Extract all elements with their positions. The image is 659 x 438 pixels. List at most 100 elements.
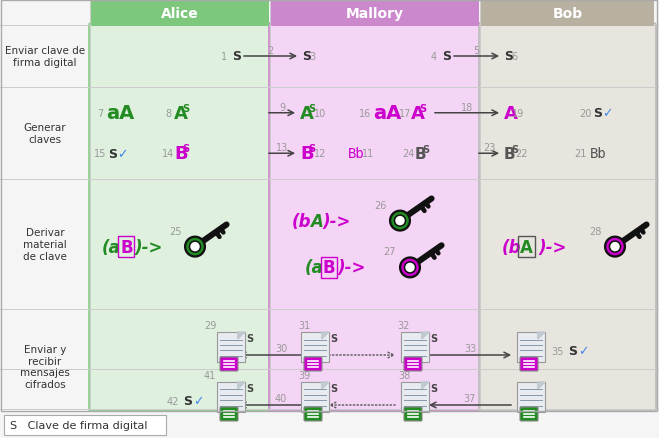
Polygon shape bbox=[538, 332, 545, 339]
Text: 6: 6 bbox=[511, 52, 517, 62]
Text: 27: 27 bbox=[384, 247, 396, 257]
Text: )->: )-> bbox=[337, 259, 365, 277]
Text: (a: (a bbox=[102, 238, 121, 256]
Text: ✓: ✓ bbox=[193, 395, 204, 408]
Circle shape bbox=[190, 241, 200, 253]
Text: Bb: Bb bbox=[590, 147, 607, 161]
Text: Generar
claves: Generar claves bbox=[24, 123, 67, 145]
Text: A: A bbox=[411, 105, 425, 123]
Text: S: S bbox=[232, 50, 241, 64]
Text: 32: 32 bbox=[398, 320, 410, 330]
Text: 3: 3 bbox=[309, 52, 315, 62]
FancyBboxPatch shape bbox=[220, 407, 238, 421]
Text: 30: 30 bbox=[275, 343, 287, 353]
Polygon shape bbox=[238, 382, 244, 389]
Text: 13: 13 bbox=[276, 143, 288, 153]
Text: 41: 41 bbox=[204, 370, 216, 380]
FancyBboxPatch shape bbox=[520, 357, 538, 371]
Text: Bob: Bob bbox=[552, 7, 583, 21]
FancyBboxPatch shape bbox=[91, 1, 269, 27]
Polygon shape bbox=[538, 382, 545, 389]
Text: )->: )-> bbox=[538, 238, 566, 256]
Text: Bb: Bb bbox=[348, 147, 364, 161]
Text: 7: 7 bbox=[97, 109, 103, 119]
Text: 18: 18 bbox=[461, 102, 473, 113]
Text: 4: 4 bbox=[431, 52, 437, 62]
Text: A: A bbox=[520, 238, 533, 256]
Text: 12: 12 bbox=[314, 149, 326, 159]
Text: 42: 42 bbox=[167, 396, 179, 406]
Text: 11: 11 bbox=[362, 149, 374, 159]
Text: )->: )-> bbox=[322, 212, 351, 230]
Text: 24: 24 bbox=[402, 149, 415, 159]
Circle shape bbox=[605, 237, 625, 257]
Text: 25: 25 bbox=[169, 226, 181, 236]
FancyBboxPatch shape bbox=[4, 415, 166, 435]
Text: S: S bbox=[504, 50, 513, 64]
Text: 17: 17 bbox=[399, 109, 411, 119]
Text: S: S bbox=[568, 345, 577, 358]
Text: 23: 23 bbox=[483, 143, 495, 153]
Circle shape bbox=[390, 211, 410, 231]
Text: 39: 39 bbox=[298, 370, 310, 380]
Text: B: B bbox=[174, 145, 188, 163]
Text: Enviar clave de
firma digital: Enviar clave de firma digital bbox=[5, 46, 85, 67]
Text: S: S bbox=[430, 333, 437, 343]
Polygon shape bbox=[322, 332, 329, 339]
Text: A: A bbox=[174, 105, 188, 123]
Text: 28: 28 bbox=[588, 226, 601, 236]
FancyBboxPatch shape bbox=[271, 1, 479, 27]
Text: aA: aA bbox=[106, 104, 134, 123]
FancyBboxPatch shape bbox=[217, 332, 244, 362]
Text: 9: 9 bbox=[279, 102, 285, 113]
Text: A: A bbox=[300, 105, 314, 123]
Circle shape bbox=[395, 215, 405, 226]
Text: B: B bbox=[323, 259, 335, 277]
Text: S: S bbox=[330, 333, 337, 343]
FancyBboxPatch shape bbox=[301, 332, 329, 362]
Text: 26: 26 bbox=[374, 200, 386, 210]
Text: 29: 29 bbox=[204, 320, 216, 330]
Text: 2: 2 bbox=[268, 46, 273, 56]
Text: B: B bbox=[415, 146, 426, 161]
Text: S: S bbox=[108, 148, 117, 160]
Text: 14: 14 bbox=[162, 149, 174, 159]
Text: S: S bbox=[330, 383, 337, 393]
FancyBboxPatch shape bbox=[517, 382, 545, 412]
Text: (b: (b bbox=[502, 238, 521, 256]
Text: S: S bbox=[182, 103, 189, 113]
Text: 34: 34 bbox=[534, 342, 546, 352]
Text: )->: )-> bbox=[134, 238, 162, 256]
Text: 37: 37 bbox=[464, 393, 476, 403]
FancyBboxPatch shape bbox=[479, 24, 656, 411]
Text: 10: 10 bbox=[314, 109, 326, 119]
Polygon shape bbox=[422, 382, 429, 389]
FancyBboxPatch shape bbox=[269, 24, 481, 411]
Text: S   Clave de firma digital: S Clave de firma digital bbox=[10, 420, 148, 430]
Text: S: S bbox=[246, 383, 253, 393]
Text: 1: 1 bbox=[221, 52, 227, 62]
Text: S: S bbox=[593, 107, 602, 120]
Text: 21: 21 bbox=[574, 149, 587, 159]
Text: A: A bbox=[310, 212, 323, 230]
Text: (a: (a bbox=[305, 259, 324, 277]
FancyBboxPatch shape bbox=[401, 332, 429, 362]
Text: S: S bbox=[308, 144, 315, 154]
Text: S: S bbox=[183, 395, 192, 408]
Text: 22: 22 bbox=[516, 149, 529, 159]
Text: 15: 15 bbox=[94, 149, 106, 159]
Text: S: S bbox=[182, 144, 189, 154]
Text: A: A bbox=[504, 105, 518, 123]
FancyBboxPatch shape bbox=[217, 382, 244, 412]
Text: Derivar
material
de clave: Derivar material de clave bbox=[23, 228, 67, 261]
Text: aA: aA bbox=[373, 104, 401, 123]
FancyBboxPatch shape bbox=[404, 357, 422, 371]
Text: ✓: ✓ bbox=[117, 148, 127, 160]
Text: B: B bbox=[300, 145, 314, 163]
FancyBboxPatch shape bbox=[304, 357, 322, 371]
Text: ✓: ✓ bbox=[578, 345, 588, 358]
FancyBboxPatch shape bbox=[304, 407, 322, 421]
Text: B: B bbox=[120, 238, 132, 256]
Text: Mallory: Mallory bbox=[346, 7, 404, 21]
FancyBboxPatch shape bbox=[481, 1, 654, 27]
